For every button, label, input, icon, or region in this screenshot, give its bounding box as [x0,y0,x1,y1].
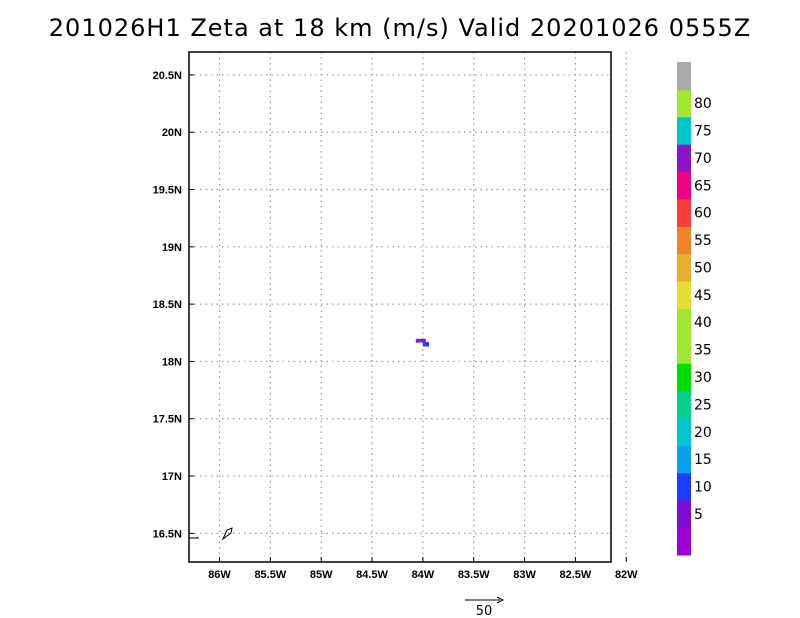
colorbar-swatch [677,281,691,309]
colorbar-label: 10 [694,480,712,496]
y-tick-label: 19N [162,242,182,254]
y-tick-label: 18N [162,356,182,368]
colorbar-label: 50 [694,260,712,276]
x-tick-label: 84.5W [356,569,388,581]
x-tick-label: 83W [513,569,536,581]
colorbar-label: 75 [694,123,712,139]
colorbar-label: 15 [694,452,712,468]
colorbar-swatch [677,445,691,474]
colorbar-swatch [677,226,691,255]
y-tick-label: 16.5N [153,528,182,540]
colorbar-label: 65 [694,178,712,194]
vector-key: 50 [465,596,505,618]
island-outline [221,527,233,541]
colorbar-swatch [677,472,691,501]
colorbar-label: 55 [694,233,712,249]
colorbar-swatch [677,308,691,337]
colorbar-label: 45 [694,288,712,304]
wind-speed-patch [418,341,422,344]
axis-ticks: 86W 85.5W 85W 84.5W 84W 83.5W 83W 82.5W 82W 16.5N… [153,70,639,581]
colorbar-swatch [677,198,691,227]
colorbar-swatch [677,527,691,556]
grid-lines [189,52,627,562]
x-tick-label: 85W [310,569,333,581]
colorbar-swatch [677,116,691,145]
vector-key-label: 50 [476,604,493,618]
coast-segment [189,536,200,539]
wind-speed-patch [422,341,429,347]
wind-field [415,338,429,347]
colorbar-label: 35 [694,343,712,359]
colorbar-label: 60 [694,206,712,222]
x-tick-label: 83.5W [458,569,490,581]
colorbar-label: 20 [694,425,712,441]
y-tick-label: 17N [162,471,182,483]
colorbar: 5 10 15 20 25 30 35 40 45 50 55 60 65 70 75 80 [677,62,712,556]
colorbar-swatch [677,363,691,392]
colorbar-swatch [677,89,691,118]
colorbar-swatch [677,253,691,282]
map-title: 201026H1 Zeta at 18 km (m/s) Valid 20201… [48,14,752,42]
x-tick-label: 82.5W [560,569,592,581]
map-frame [188,51,612,563]
colorbar-swatch [677,500,691,529]
colorbar-swatch [677,335,691,364]
y-tick-label: 19.5N [153,185,182,197]
x-tick-label: 84W [412,569,435,581]
wind-speed-patch [415,338,426,343]
colorbar-swatch [677,171,691,200]
x-tick-label: 86W [208,569,231,581]
colorbar-label: 80 [694,96,712,112]
colorbar-swatch [677,390,691,419]
y-tick-label: 17.5N [153,414,182,426]
colorbar-swatch [677,62,691,90]
colorbar-label: 70 [694,151,712,167]
colorbar-swatch [677,418,691,446]
y-tick-label: 20.5N [153,70,182,82]
y-tick-label: 20N [162,127,182,139]
vector-key-arrowhead [496,596,505,604]
colorbar-swatch [677,144,691,173]
coastline [189,527,233,541]
y-tick-label: 18.5N [153,299,182,311]
x-tick-label: 82W [615,569,638,581]
x-tick-label: 85.5W [254,569,286,581]
colorbar-label: 40 [694,315,712,331]
colorbar-label: 5 [694,507,703,523]
colorbar-label: 30 [694,370,712,386]
colorbar-label: 25 [694,397,712,413]
